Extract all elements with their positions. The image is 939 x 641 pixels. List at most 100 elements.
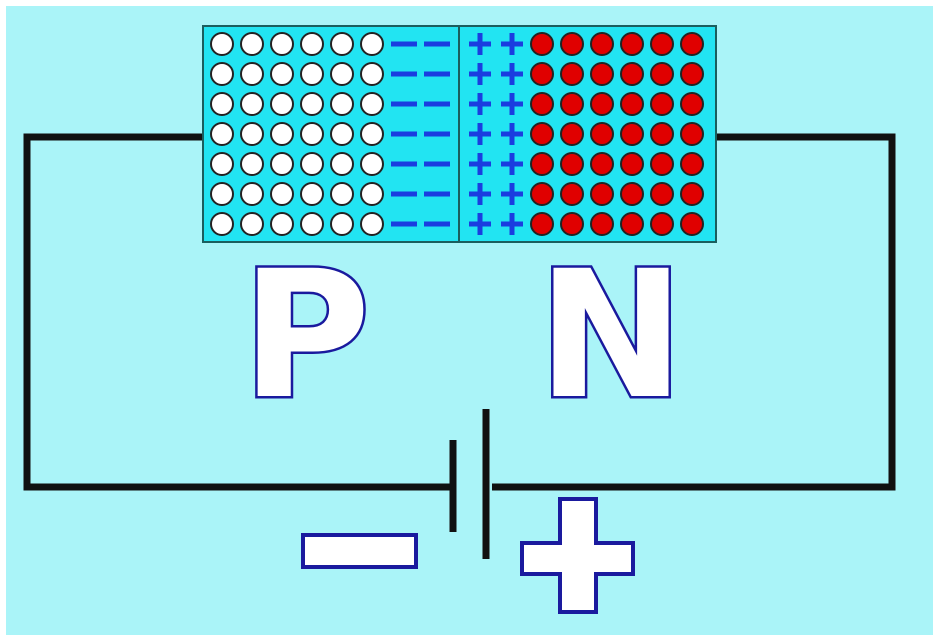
electron-carrier <box>590 182 614 206</box>
hole-carrier <box>330 32 354 56</box>
positive-charge-icon <box>469 213 491 235</box>
plus-sign-icon <box>520 497 635 614</box>
electron-carrier <box>680 122 704 146</box>
positive-charge-icon <box>469 93 491 115</box>
hole-carrier <box>270 62 294 86</box>
hole-carrier <box>240 152 264 176</box>
hole-carrier <box>330 152 354 176</box>
electron-carrier <box>620 152 644 176</box>
hole-carrier <box>240 212 264 236</box>
hole-carrier <box>270 32 294 56</box>
electron-carrier <box>590 212 614 236</box>
hole-carrier <box>240 182 264 206</box>
pn-junction-diagram: P N <box>6 6 933 635</box>
electron-carrier <box>680 212 704 236</box>
hole-carrier <box>360 62 384 86</box>
hole-carrier <box>300 152 324 176</box>
left-wire <box>23 133 453 491</box>
hole-carrier <box>210 32 234 56</box>
electron-carrier <box>560 122 584 146</box>
electron-carrier <box>530 122 554 146</box>
hole-carrier <box>300 32 324 56</box>
electron-carrier <box>650 182 674 206</box>
positive-charge-icon <box>501 183 523 205</box>
n-region-electrons <box>530 32 704 236</box>
hole-carrier <box>210 212 234 236</box>
electron-carrier <box>560 182 584 206</box>
electron-carrier <box>590 32 614 56</box>
hole-carrier <box>330 212 354 236</box>
depletion-negative-charges <box>391 41 450 227</box>
electron-carrier <box>680 32 704 56</box>
electron-carrier <box>650 212 674 236</box>
hole-carrier <box>360 212 384 236</box>
hole-carrier <box>360 152 384 176</box>
hole-carrier <box>300 212 324 236</box>
p-region-label: P <box>242 233 371 438</box>
hole-carrier <box>270 92 294 116</box>
electron-carrier <box>620 212 644 236</box>
hole-carrier <box>210 92 234 116</box>
hole-carrier <box>330 182 354 206</box>
electron-carrier <box>590 122 614 146</box>
hole-carrier <box>300 92 324 116</box>
positive-charge-icon <box>469 63 491 85</box>
electron-carrier <box>680 152 704 176</box>
hole-carrier <box>330 122 354 146</box>
hole-carrier <box>240 62 264 86</box>
hole-carrier <box>210 62 234 86</box>
hole-carrier <box>240 122 264 146</box>
hole-carrier <box>360 32 384 56</box>
positive-charge-icon <box>469 183 491 205</box>
electron-carrier <box>650 62 674 86</box>
hole-carrier <box>360 122 384 146</box>
hole-carrier <box>240 32 264 56</box>
positive-charge-icon <box>501 93 523 115</box>
electron-carrier <box>590 152 614 176</box>
electron-carrier <box>680 62 704 86</box>
positive-charge-icon <box>469 153 491 175</box>
depletion-positive-charges <box>469 33 523 235</box>
hole-carrier <box>210 152 234 176</box>
electron-carrier <box>620 92 644 116</box>
electron-carrier <box>680 182 704 206</box>
electron-carrier <box>560 212 584 236</box>
hole-carrier <box>300 62 324 86</box>
electron-carrier <box>650 122 674 146</box>
electron-carrier <box>560 62 584 86</box>
p-region-holes <box>210 32 384 236</box>
positive-charge-icon <box>501 63 523 85</box>
positive-charge-icon <box>501 153 523 175</box>
positive-charge-icon <box>469 123 491 145</box>
electron-carrier <box>530 212 554 236</box>
positive-charge-icon <box>469 33 491 55</box>
electron-carrier <box>620 182 644 206</box>
electron-carrier <box>530 32 554 56</box>
electron-carrier <box>560 152 584 176</box>
hole-carrier <box>330 62 354 86</box>
hole-carrier <box>210 182 234 206</box>
electron-carrier <box>650 152 674 176</box>
hole-carrier <box>270 212 294 236</box>
electron-carrier <box>590 62 614 86</box>
electron-carrier <box>560 92 584 116</box>
hole-carrier <box>240 92 264 116</box>
electron-carrier <box>680 92 704 116</box>
electron-carrier <box>620 122 644 146</box>
n-region-label: N <box>537 233 684 438</box>
right-wire <box>492 133 896 491</box>
electron-carrier <box>650 92 674 116</box>
hole-carrier <box>270 152 294 176</box>
hole-carrier <box>300 122 324 146</box>
hole-carrier <box>270 182 294 206</box>
positive-charge-icon <box>501 213 523 235</box>
hole-carrier <box>360 182 384 206</box>
hole-carrier <box>330 92 354 116</box>
hole-carrier <box>300 182 324 206</box>
electron-carrier <box>620 62 644 86</box>
hole-carrier <box>360 92 384 116</box>
electron-carrier <box>530 62 554 86</box>
hole-carrier <box>210 122 234 146</box>
electron-carrier <box>590 92 614 116</box>
